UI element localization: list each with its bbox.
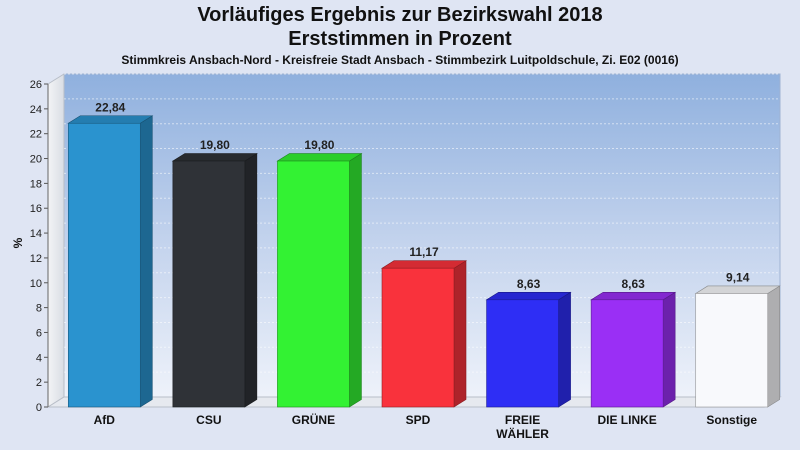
bar-front [695,293,769,408]
bar-front [381,267,455,408]
data-label: 11,17 [409,245,439,259]
y-axis-label: % [11,237,25,248]
bar-side [244,152,258,408]
x-tick-label: SPD [406,413,431,427]
bar-side [349,152,362,408]
plot-side-wall [47,73,65,408]
data-label: 22,84 [95,100,125,114]
y-tick-label: 18 [30,178,42,190]
data-label: 8,63 [517,277,541,291]
y-tick-label: 12 [30,253,42,265]
bar-top [485,291,572,301]
bar-front [277,160,350,408]
chart-title-line1: Vorläufiges Ergebnis zur Bezirkswahl 201… [197,4,603,26]
y-tick-label: 4 [36,352,42,364]
y-tick-label: 14 [30,228,42,240]
data-label: 19,80 [304,138,334,152]
y-tick-label: 26 [30,79,42,91]
y-tick-label: 8 [36,303,42,315]
y-tick-label: 10 [30,278,42,290]
bar-top [694,285,781,294]
x-tick-label: WÄHLER [496,426,549,441]
y-tick-label: 22 [30,129,42,141]
data-label: 8,63 [621,277,645,291]
bar-side [558,291,571,408]
bar-die-linke [590,291,677,408]
bar-top [590,291,677,301]
bar-sonstige [694,285,781,408]
y-tick-label: 24 [30,104,42,116]
chart-title-line2: Erststimmen in Prozent [288,28,512,50]
y-tick-label: 2 [36,377,42,389]
bar-top [276,153,363,162]
y-tick-label: 16 [30,203,42,215]
x-tick-label: GRÜNE [292,412,335,427]
bar-side [767,285,781,408]
bar-side [139,115,153,408]
bar-top [380,260,468,269]
bar-front [172,160,246,408]
bar-front [486,299,559,408]
bar-freie-wähler [485,291,572,408]
bar-top [171,153,258,162]
x-tick-label: AfD [94,413,116,427]
x-tick-label: CSU [196,413,221,427]
bar-csu [171,152,258,408]
data-label: 19,80 [200,138,230,152]
y-tick-label: 20 [30,154,42,166]
bar-afd [67,115,154,408]
x-tick-label: FREIE [505,413,540,427]
x-tick-label: Sonstige [706,413,757,427]
bar-side [662,291,676,408]
bar-front [67,122,141,408]
data-label: 9,14 [726,270,750,284]
chart-subtitle: Stimmkreis Ansbach-Nord - Kreisfreie Sta… [121,53,679,67]
bar-front [590,299,664,408]
bar-grüne [276,152,363,408]
bar-spd [380,260,468,408]
x-tick-label: DIE LINKE [597,413,656,427]
y-tick-label: 0 [36,402,42,414]
y-tick-label: 6 [36,327,42,339]
bar-side [453,260,467,408]
bar-top [67,115,154,124]
